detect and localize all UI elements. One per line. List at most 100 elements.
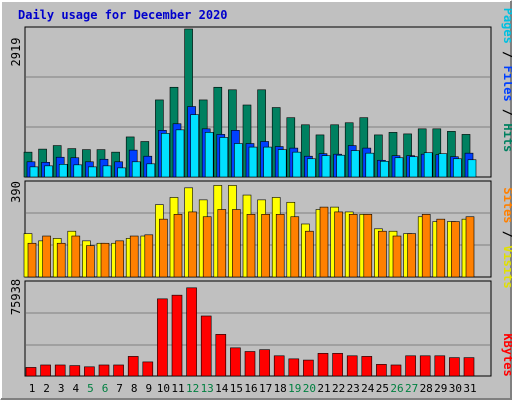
x-label-day-15: 15 [230, 382, 243, 395]
legend-sites: Sites [501, 187, 512, 223]
bar-kbytes-day-20 [303, 359, 314, 377]
bar-kbytes-day-29 [434, 355, 446, 377]
bar-sites-day-27 [407, 233, 416, 278]
bar-kbytes-day-7 [113, 364, 124, 377]
bar-kbytes-day-25 [376, 364, 387, 377]
bar-sites-day-23 [348, 214, 358, 278]
bar-pages-day-29 [438, 153, 448, 178]
bar-pages-day-31 [467, 159, 477, 178]
x-label-day-19: 19 [288, 382, 301, 395]
bar-sites-day-28 [421, 214, 431, 278]
bar-pages-day-25 [380, 160, 389, 178]
bar-kbytes-day-2 [40, 364, 51, 377]
bar-pages-day-3 [58, 164, 68, 178]
bar-kbytes-day-1 [25, 367, 37, 377]
x-label-day-11: 11 [171, 382, 184, 395]
bar-pages-day-18 [277, 149, 287, 178]
bar-sites-day-24 [363, 214, 373, 278]
x-label-day-9: 9 [145, 382, 152, 395]
bar-sites-day-20 [305, 230, 314, 278]
bar-sites-day-21 [319, 206, 329, 278]
bar-sites-day-14 [217, 209, 227, 278]
legend-sep-3: / [501, 231, 512, 238]
bar-pages-day-21 [321, 155, 331, 178]
bar-sites-day-29 [436, 218, 446, 278]
bar-pages-day-22 [336, 154, 345, 178]
legend-pages: Pages [501, 8, 512, 44]
bar-kbytes-day-28 [419, 355, 431, 377]
bar-kbytes-day-12 [186, 287, 197, 377]
bar-kbytes-day-16 [244, 351, 256, 377]
x-label-day-10: 10 [157, 382, 170, 395]
bar-pages-day-16 [248, 146, 258, 178]
bar-sites-day-31 [465, 216, 475, 278]
bar-pages-day-17 [263, 146, 272, 178]
bar-kbytes-day-13 [200, 315, 212, 377]
bar-pages-day-26 [394, 157, 404, 178]
y-max-label-kbytes: 75938 [9, 279, 23, 315]
bar-sites-day-4 [71, 235, 81, 278]
x-label-day-16: 16 [244, 382, 257, 395]
x-label-day-20: 20 [303, 382, 316, 395]
bar-kbytes-day-15 [230, 347, 241, 377]
x-label-day-13: 13 [201, 382, 214, 395]
bar-pages-day-23 [350, 150, 360, 178]
x-label-day-3: 3 [58, 382, 65, 395]
legend-top: Pages / Files / Hits [501, 8, 512, 153]
legend-sep-2: / [501, 109, 512, 116]
bar-sites-day-13 [202, 216, 212, 278]
bar-sites-day-2 [42, 235, 51, 278]
x-label-day-4: 4 [72, 382, 79, 395]
x-label-day-6: 6 [102, 382, 109, 395]
x-axis-labels: 1 2 3 4 5 6 7 8 9 10 11 12 13 14 15 16 17 18 19 20 21 22 23 24 2… [29, 382, 477, 395]
x-label-day-31: 31 [463, 382, 476, 395]
x-label-day-26: 26 [390, 382, 403, 395]
bar-kbytes-day-8 [127, 356, 139, 377]
bar-sites-day-9 [144, 234, 154, 278]
x-label-day-5: 5 [87, 382, 94, 395]
bar-sites-day-26 [392, 235, 402, 278]
bar-pages-day-12 [190, 114, 199, 178]
bar-pages-day-19 [292, 151, 302, 178]
bar-sites-day-25 [378, 230, 387, 278]
bar-pages-day-13 [204, 132, 214, 178]
bar-kbytes-day-17 [259, 349, 270, 377]
bar-sites-day-6 [100, 242, 110, 278]
x-label-day-30: 30 [449, 382, 462, 395]
y-max-label-hits: 2919 [9, 38, 23, 67]
bar-pages-day-4 [73, 164, 83, 178]
legend-visits: Visits [501, 245, 512, 288]
bar-sites-day-7 [115, 240, 124, 278]
bar-pages-day-1 [29, 166, 39, 178]
x-label-day-22: 22 [332, 382, 345, 395]
legend-hits: Hits [501, 123, 512, 152]
x-label-day-18: 18 [274, 382, 287, 395]
chart-title: Daily usage for December 2020 [18, 8, 228, 22]
bar-kbytes-day-14 [215, 334, 227, 377]
bar-pages-day-20 [307, 158, 316, 178]
bar-sites-day-8 [129, 235, 139, 278]
bar-kbytes-day-23 [346, 355, 358, 377]
x-label-day-2: 2 [43, 382, 50, 395]
bar-sites-day-19 [290, 216, 300, 278]
bar-kbytes-day-5 [84, 366, 95, 377]
x-label-day-17: 17 [259, 382, 272, 395]
x-label-day-12: 12 [186, 382, 199, 395]
bar-pages-day-14 [219, 137, 229, 178]
bar-sites-day-16 [246, 214, 256, 278]
legend-sep-1: / [501, 51, 512, 58]
bar-kbytes-day-3 [54, 364, 66, 377]
legend-middle: Sites / Visits [501, 187, 512, 288]
bar-sites-day-1 [27, 242, 37, 278]
bar-pages-day-9 [146, 163, 156, 178]
bar-pages-day-30 [453, 158, 462, 178]
bar-kbytes-day-24 [361, 356, 373, 377]
bar-kbytes-day-4 [69, 365, 81, 377]
x-label-day-25: 25 [376, 382, 389, 395]
bar-pages-day-28 [423, 152, 433, 178]
bar-kbytes-day-6 [98, 364, 110, 377]
bar-kbytes-day-27 [405, 355, 416, 377]
legend-bottom: KBytes [501, 333, 512, 376]
